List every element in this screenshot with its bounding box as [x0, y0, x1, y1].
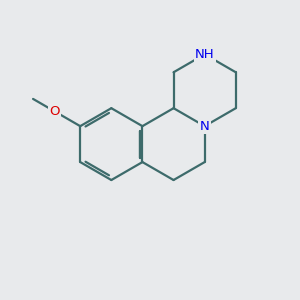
Text: O: O: [50, 105, 60, 118]
Text: NH: NH: [195, 48, 214, 61]
Text: O: O: [50, 105, 60, 118]
Text: NH: NH: [195, 48, 214, 61]
Text: N: N: [200, 120, 209, 133]
Text: N: N: [200, 120, 209, 133]
